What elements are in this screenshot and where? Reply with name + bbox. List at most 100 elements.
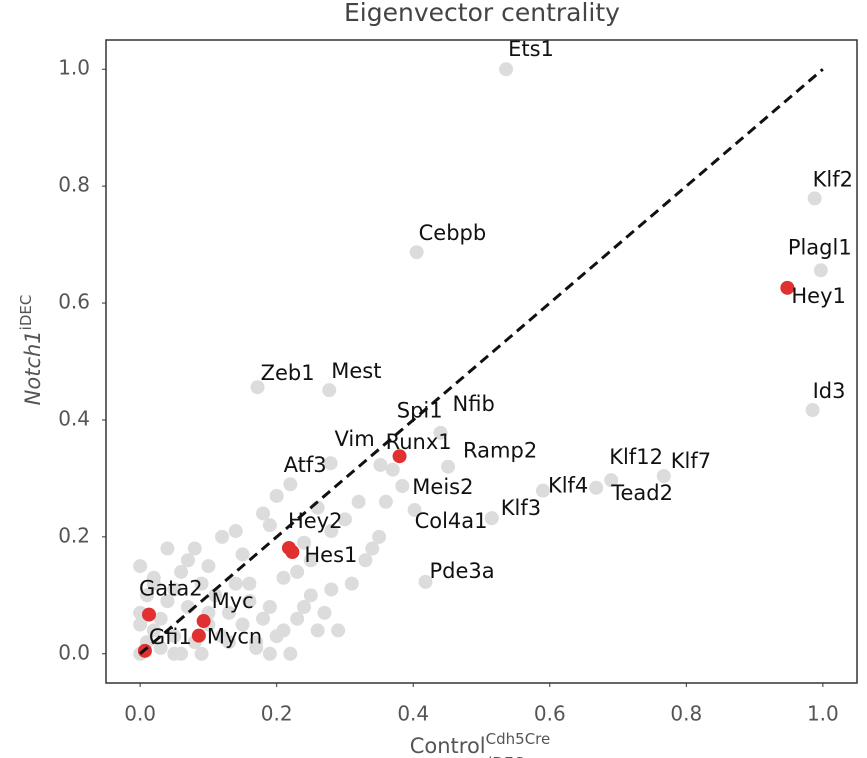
point <box>324 524 339 539</box>
point <box>228 524 243 539</box>
point <box>160 541 175 556</box>
labeled-point <box>589 480 604 495</box>
point-label: Hey2 <box>288 509 343 533</box>
point-label: Spi1 <box>397 399 443 423</box>
point <box>262 600 277 615</box>
point-label: Runx1 <box>386 430 452 454</box>
point <box>215 529 230 544</box>
point <box>153 640 168 655</box>
point <box>290 611 305 626</box>
point-label: Vim <box>334 427 374 451</box>
point <box>242 576 257 591</box>
point-label: Mest <box>331 359 381 383</box>
point-label: Klf7 <box>671 449 711 473</box>
point <box>256 611 271 626</box>
point-label: Klf4 <box>548 474 588 498</box>
y-tick-label: 0.2 <box>58 523 90 547</box>
point-label: Pde3a <box>430 559 495 583</box>
labeled-point <box>807 191 822 206</box>
point-label: Ets1 <box>508 37 554 61</box>
point <box>139 588 154 603</box>
labeled-point <box>395 479 410 494</box>
point-label: Klf2 <box>813 167 853 191</box>
point <box>331 623 346 638</box>
point <box>378 494 393 509</box>
labeled-point <box>418 574 433 589</box>
x-label-sub: iDEC <box>488 754 524 758</box>
point <box>290 564 305 579</box>
point <box>372 529 387 544</box>
x-tick-label: 0.0 <box>124 702 156 726</box>
x-tick-label: 0.8 <box>670 702 702 726</box>
point-label: Gfi1 <box>149 625 192 649</box>
point-label: Plagl1 <box>788 235 852 259</box>
point-label: Myc <box>212 589 254 613</box>
labeled-point <box>780 280 795 295</box>
point <box>221 605 236 620</box>
point <box>133 559 148 574</box>
point <box>187 541 202 556</box>
point <box>358 553 373 568</box>
point-label: Meis2 <box>412 475 473 499</box>
labeled-point <box>142 607 157 622</box>
y-tick-label: 0.0 <box>58 640 90 664</box>
labeled-point <box>385 462 400 477</box>
point-label: Id3 <box>813 379 846 403</box>
labeled-point <box>285 545 300 560</box>
labeled-point <box>409 245 424 260</box>
point-label: Klf12 <box>609 445 663 469</box>
y-label-sup: iDEC <box>17 295 35 331</box>
x-label-text: Control <box>410 734 486 758</box>
point <box>167 646 182 661</box>
point <box>256 506 271 521</box>
point <box>283 646 298 661</box>
chart-title: Eigenvector centrality <box>344 0 620 27</box>
labeled-point <box>191 628 206 643</box>
point <box>365 541 380 556</box>
y-tick-label: 0.4 <box>58 406 90 430</box>
labeled-point <box>535 483 550 498</box>
point <box>276 570 291 585</box>
point <box>337 512 352 527</box>
point <box>262 646 277 661</box>
point <box>235 617 250 632</box>
point-label: Zeb1 <box>261 361 315 385</box>
x-label-sup: Cdh5Cre <box>486 730 551 748</box>
point <box>146 570 161 585</box>
labeled-point <box>805 403 820 418</box>
x-tick-label: 0.2 <box>261 702 293 726</box>
point-label: Hes1 <box>304 543 357 567</box>
point <box>242 594 257 609</box>
y-axis-label: Notch1iDEC <box>17 295 46 406</box>
y-tick-label: 0.8 <box>58 173 90 197</box>
point <box>303 553 318 568</box>
x-tick-label: 0.4 <box>397 702 429 726</box>
point <box>269 629 284 644</box>
point <box>269 488 284 503</box>
point <box>133 617 148 632</box>
labeled-point <box>441 459 456 474</box>
labeled-point <box>196 614 211 629</box>
labeled-point <box>604 473 619 488</box>
diagonal-line <box>139 68 824 655</box>
point <box>194 576 209 591</box>
point <box>283 477 298 492</box>
point <box>228 576 243 591</box>
labeled-point <box>433 425 448 440</box>
point <box>221 635 236 650</box>
point <box>351 494 366 509</box>
point <box>167 629 182 644</box>
plot-frame <box>105 39 858 684</box>
point <box>303 588 318 603</box>
point-label: Gata2 <box>139 577 203 601</box>
labeled-point <box>373 457 388 472</box>
point <box>153 611 168 626</box>
labeled-point <box>322 383 337 398</box>
x-tick-label: 1.0 <box>807 702 839 726</box>
labeled-point <box>407 502 422 517</box>
x-axis-label: ControlCdh5Cre iDEC <box>410 730 551 758</box>
point-label: Col4a1 <box>415 509 488 533</box>
point <box>208 588 223 603</box>
point-label: Hey1 <box>791 284 846 308</box>
point <box>296 535 311 550</box>
